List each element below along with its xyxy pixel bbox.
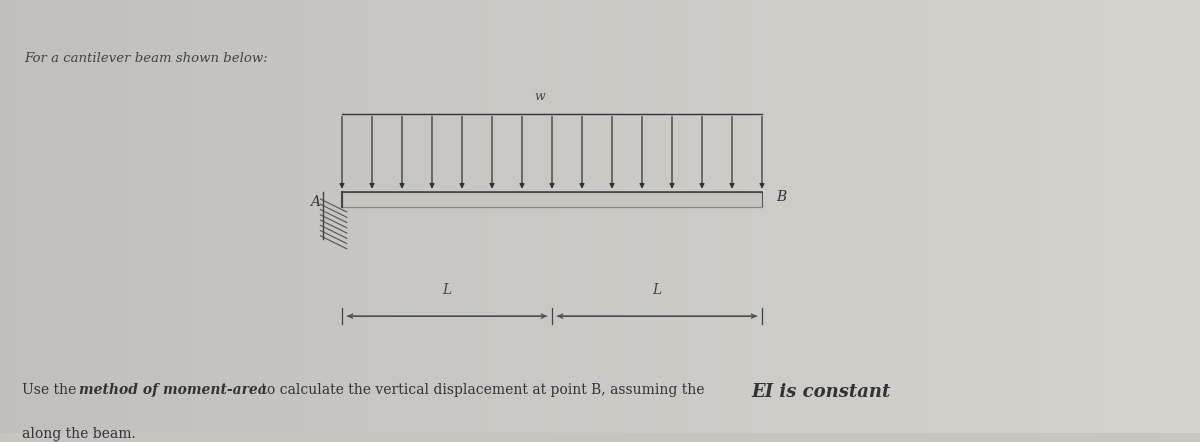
Text: L: L: [653, 283, 661, 297]
Text: method of moment-area: method of moment-area: [79, 383, 266, 397]
Text: L: L: [443, 283, 451, 297]
Bar: [342, 192, 762, 207]
Text: Use the: Use the: [22, 383, 80, 397]
Text: B: B: [776, 190, 787, 204]
Text: EI is constant: EI is constant: [751, 383, 890, 401]
Text: For a cantilever beam shown below:: For a cantilever beam shown below:: [24, 52, 268, 65]
Text: A: A: [311, 195, 320, 210]
Text: along the beam.: along the beam.: [22, 427, 136, 441]
Text: to calculate the vertical displacement at point B, assuming the: to calculate the vertical displacement a…: [257, 383, 709, 397]
Text: w: w: [535, 90, 545, 103]
